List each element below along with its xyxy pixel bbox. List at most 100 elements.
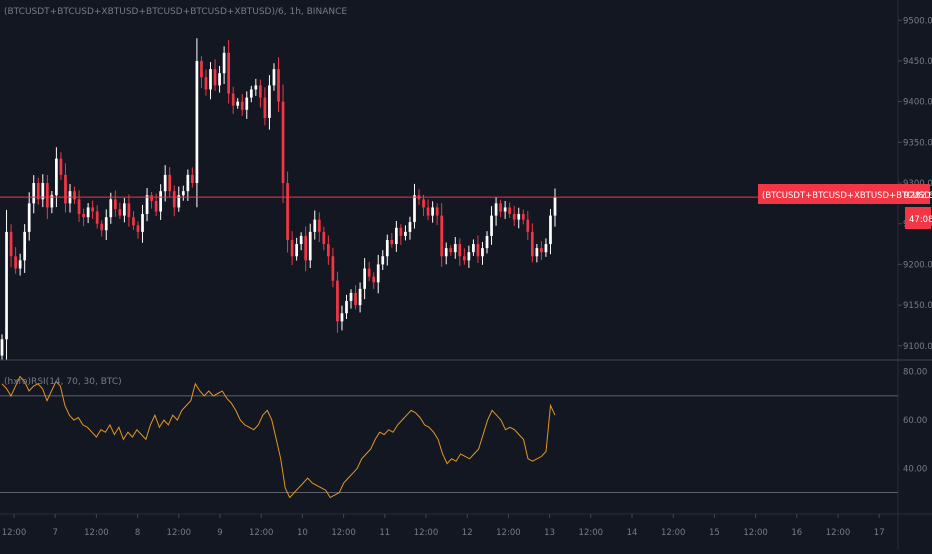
price-tick-label: 9200.00 [903,260,932,270]
rsi-tick-label: 80.00 [903,368,927,378]
candle-body [177,195,181,208]
candle-body [36,183,40,200]
candle-body [163,174,167,192]
candle-body [240,101,244,110]
time-tick-label: 15 [709,528,720,538]
candle-body [322,231,326,245]
candle-body [268,85,271,118]
time-tick-label: 11 [379,528,390,538]
price-tick-label: 9150.00 [903,301,932,311]
candle-body [59,158,63,175]
candle-body [41,183,45,200]
candle-body [317,219,321,232]
candle-body [150,195,153,201]
candle-body [453,244,457,253]
candle-body [132,217,135,226]
candle-body [367,268,371,277]
candle-body [313,219,317,232]
candle-body [481,248,484,257]
last-price-tag-bg [758,184,930,204]
grid [0,395,898,494]
candle-body [299,235,303,245]
candle-body [50,195,54,208]
candle-body [127,203,131,218]
candle-body [195,60,199,184]
candle-body [113,199,117,210]
candle-body [499,203,502,212]
time-tick-label: 13 [544,528,555,538]
candle-body [485,235,489,249]
candle-body [200,60,203,78]
candle-body [458,244,462,257]
candle-body [349,292,353,302]
time-tick-label: 8 [135,528,140,538]
price-tick-label: 9500.00 [903,16,932,26]
candle-body [18,260,22,269]
candle-body [440,215,444,257]
candle-body [444,248,448,257]
candle-body [394,227,398,245]
candle-body [281,101,285,184]
time-tick-label: 12 [462,528,473,538]
candle-body [123,203,126,216]
time-tick-label: 12:00 [84,528,109,538]
candle-body [490,215,493,236]
candle-body [145,195,149,214]
time-tick-label: 12:00 [496,528,521,538]
candle-body [399,227,403,236]
last-price-series-label: (BTCUSDT+BTCUSD+XBTUSD+BTCUSD+BTCUSD+... [762,191,932,201]
candle-body [218,73,221,86]
time-tick-label: 12:00 [2,528,27,538]
candle-body [64,174,67,204]
candle-body [413,195,416,223]
candle-body [426,207,430,216]
rsi-series [1,375,556,499]
candle-body [408,222,412,232]
candle-body [168,174,172,192]
candle-body [345,301,348,314]
candle-body [254,85,258,90]
candle-body [104,217,108,231]
candle-body [231,93,235,106]
candle-body [136,225,140,232]
candle-body [494,203,498,216]
candle-body [549,215,552,245]
candle-body [517,213,521,220]
candle-body [358,288,362,306]
candle-body [467,252,471,261]
time-tick-label: 16 [791,528,802,538]
candle-body [472,244,475,253]
candle-body [45,183,49,208]
candle-body [422,199,425,208]
candle-body [476,244,480,257]
last-price-value: 9282.64 [904,191,932,201]
candle-body [381,256,385,265]
rsi-line [1,375,556,499]
candlestick-series [0,38,557,361]
candle-body [9,231,13,257]
candle-body [5,231,8,340]
candle-body [186,174,190,192]
candle-body [535,248,539,257]
candle-body [553,197,557,216]
candle-body [327,244,330,257]
time-tick-label: 9 [217,528,222,538]
candle-body [263,97,267,118]
time-tick-label: 12:00 [826,528,851,538]
candle-body [390,240,394,245]
candle-body [435,207,439,216]
candle-body [363,268,366,289]
price-tick-label: 9100.00 [903,342,932,352]
candle-body [331,256,335,281]
time-tick-label: 7 [52,528,57,538]
rsi-title: (hxro)RSI(14, 70, 30, BTC) [4,377,122,387]
time-tick-label: 12:00 [579,528,604,538]
countdown-bg [905,207,931,229]
time-tick-label: 12:00 [249,528,274,538]
candle-body [308,231,312,261]
candle-body [272,69,276,86]
candle-body [512,213,516,220]
candle-body [32,183,36,204]
